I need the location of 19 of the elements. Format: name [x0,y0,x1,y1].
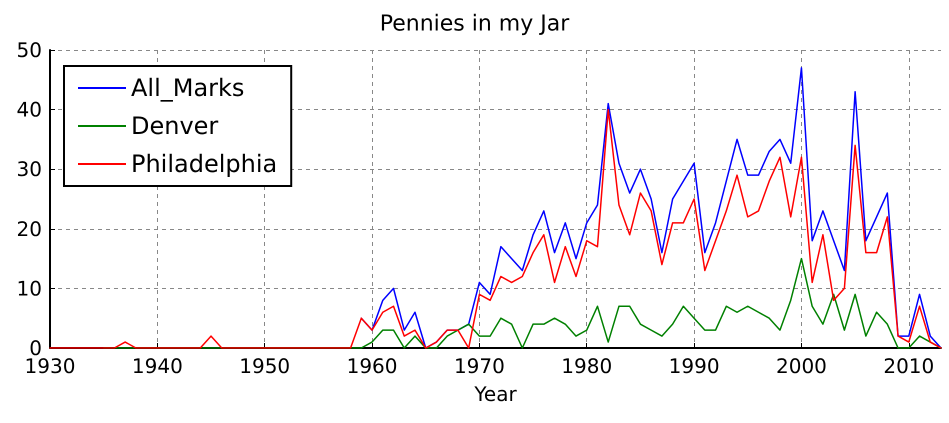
x-tick-label: 2010 [883,354,934,378]
x-axis-title: Year [473,382,518,406]
y-tick-label: 50 [16,38,42,62]
x-tick-label: 1950 [239,354,290,378]
x-tick-label: 2000 [776,354,827,378]
legend-label: Philadelphia [131,150,278,178]
x-tick-label: 1960 [346,354,398,378]
x-tick-label: 1940 [132,354,183,378]
chart-title: Pennies in my Jar [380,12,570,36]
x-tick-label: 1980 [561,354,612,378]
y-tick-label: 20 [16,216,42,241]
legend-label: All_Marks [131,74,244,102]
x-tick-label: 1970 [454,354,505,378]
y-tick-label: 30 [16,157,42,182]
x-tick-label: 1930 [24,354,76,378]
legend-label: Denver [131,112,218,140]
y-tick-label: 40 [16,98,42,122]
y-tick-label: 10 [16,276,42,300]
x-tick-label: 1990 [668,354,720,378]
